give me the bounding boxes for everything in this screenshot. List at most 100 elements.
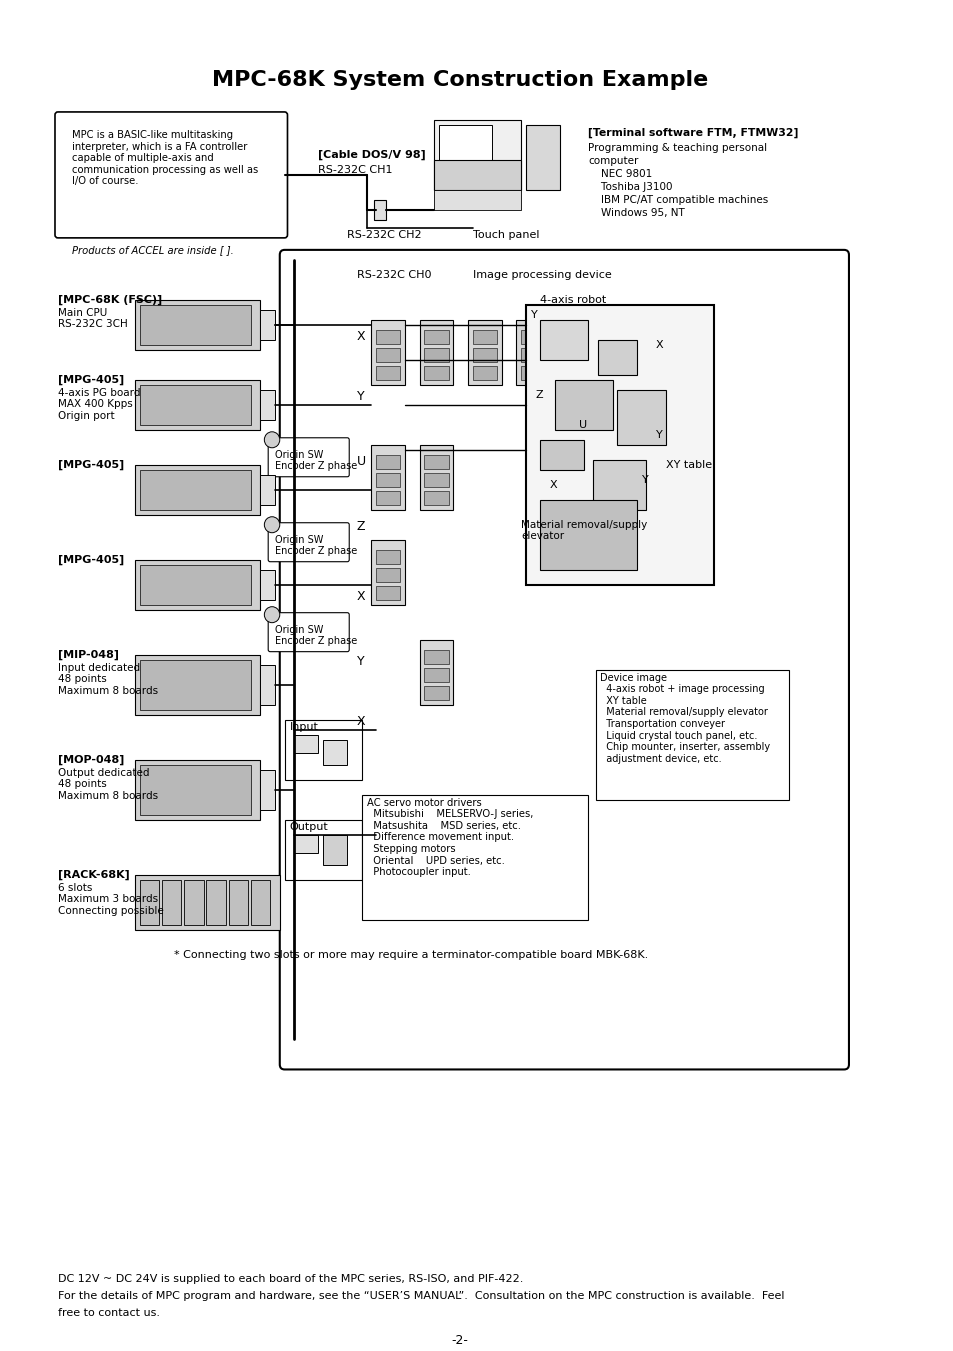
Bar	[424, 490, 448, 505]
Text: RS-232C CH2: RS-232C CH2	[347, 230, 421, 240]
Text: [MPG-405]: [MPG-405]	[58, 555, 124, 565]
Bar	[424, 330, 448, 343]
FancyBboxPatch shape	[268, 523, 349, 562]
Bar	[419, 639, 453, 705]
Bar	[438, 124, 492, 165]
Text: free to contact us.: free to contact us.	[58, 1308, 160, 1319]
Bar	[375, 550, 400, 563]
Bar	[371, 320, 405, 385]
Text: MPC-68K System Construction Example: MPC-68K System Construction Example	[212, 70, 707, 91]
Bar	[424, 686, 448, 700]
Text: Programming & teaching personal: Programming & teaching personal	[588, 143, 767, 153]
Text: NEC 9801: NEC 9801	[588, 169, 652, 178]
Text: Y: Y	[640, 474, 648, 485]
Bar	[424, 366, 448, 380]
Text: IBM PC/AT compatible machines: IBM PC/AT compatible machines	[588, 195, 768, 205]
Text: Origin SW
Encoder Z phase: Origin SW Encoder Z phase	[274, 450, 356, 471]
Bar	[375, 455, 400, 469]
Bar	[371, 444, 405, 509]
Text: Z: Z	[535, 390, 542, 400]
Bar	[140, 470, 251, 509]
Text: X: X	[356, 330, 365, 343]
Text: Material removal/supply
elevator: Material removal/supply elevator	[520, 520, 646, 542]
Text: Z: Z	[356, 520, 365, 532]
Text: [MPG-405]: [MPG-405]	[58, 374, 124, 385]
Bar	[520, 366, 544, 380]
Bar	[260, 390, 274, 420]
Bar	[520, 347, 544, 362]
Text: -2-: -2-	[452, 1335, 468, 1347]
Bar	[135, 465, 260, 515]
Bar	[284, 720, 361, 780]
Bar	[520, 330, 544, 343]
Bar	[135, 300, 260, 350]
Text: Touch panel: Touch panel	[473, 230, 538, 240]
Bar	[135, 874, 279, 929]
Bar	[419, 444, 453, 509]
Bar	[374, 200, 385, 220]
Bar	[554, 380, 612, 430]
Text: Y: Y	[530, 309, 537, 320]
Bar	[140, 305, 251, 345]
Bar	[424, 667, 448, 682]
Text: * Connecting two slots or more may require a terminator-compatible board MBK-68K: * Connecting two slots or more may requi…	[173, 950, 647, 959]
Bar	[294, 735, 318, 753]
Bar	[617, 390, 665, 444]
Bar	[598, 340, 636, 374]
Bar	[371, 540, 405, 605]
Bar	[135, 559, 260, 609]
Text: [MPG-405]: [MPG-405]	[58, 459, 124, 470]
Bar	[375, 586, 400, 600]
Bar	[229, 880, 248, 924]
Text: XY table: XY table	[665, 459, 711, 470]
Bar	[434, 159, 520, 190]
Text: Input dedicated
48 points
Maximum 8 boards: Input dedicated 48 points Maximum 8 boar…	[58, 663, 158, 696]
Bar	[596, 670, 788, 800]
Bar	[251, 880, 270, 924]
Bar	[525, 124, 559, 190]
Text: [Cable DOS/V 98]: [Cable DOS/V 98]	[318, 150, 426, 161]
Bar	[375, 473, 400, 486]
Bar	[539, 440, 583, 470]
Circle shape	[264, 516, 279, 532]
Bar	[323, 739, 347, 765]
Bar	[140, 565, 251, 605]
Text: X: X	[356, 715, 365, 728]
Bar	[473, 330, 497, 343]
Bar	[284, 820, 361, 880]
FancyBboxPatch shape	[268, 438, 349, 477]
Text: U: U	[356, 455, 366, 467]
Text: RS-232C CH0: RS-232C CH0	[356, 270, 431, 280]
Text: 4-axis robot: 4-axis robot	[539, 295, 606, 305]
Text: X: X	[356, 589, 365, 603]
Bar	[260, 770, 274, 809]
Bar	[434, 120, 520, 190]
Bar	[260, 474, 274, 505]
Bar	[184, 880, 203, 924]
Bar	[593, 459, 646, 509]
Text: Toshiba J3100: Toshiba J3100	[588, 182, 672, 192]
Text: X: X	[656, 340, 663, 350]
Circle shape	[264, 432, 279, 447]
Bar	[375, 366, 400, 380]
Text: MPC is a BASIC-like multitasking
interpreter, which is a FA controller
capable o: MPC is a BASIC-like multitasking interpr…	[72, 130, 258, 186]
Bar	[135, 759, 260, 820]
Bar	[473, 347, 497, 362]
Text: Y: Y	[356, 390, 364, 403]
Text: AC servo motor drivers
  Mitsubishi    MELSERVO-J series,
  Matsushita    MSD se: AC servo motor drivers Mitsubishi MELSER…	[366, 797, 533, 877]
Bar	[424, 455, 448, 469]
Text: computer: computer	[588, 155, 639, 166]
Text: [RACK-68K]: [RACK-68K]	[58, 870, 130, 880]
Bar	[424, 650, 448, 663]
Bar	[260, 570, 274, 600]
Text: Output dedicated
48 points
Maximum 8 boards: Output dedicated 48 points Maximum 8 boa…	[58, 767, 158, 801]
Text: Image processing device: Image processing device	[473, 270, 611, 280]
Text: Y: Y	[656, 430, 662, 440]
Bar	[361, 794, 588, 920]
Bar	[516, 320, 549, 385]
Text: Y: Y	[356, 655, 364, 667]
Text: [MOP-048]: [MOP-048]	[58, 755, 124, 765]
Bar	[539, 500, 636, 570]
Bar	[294, 835, 318, 852]
Bar	[473, 366, 497, 380]
